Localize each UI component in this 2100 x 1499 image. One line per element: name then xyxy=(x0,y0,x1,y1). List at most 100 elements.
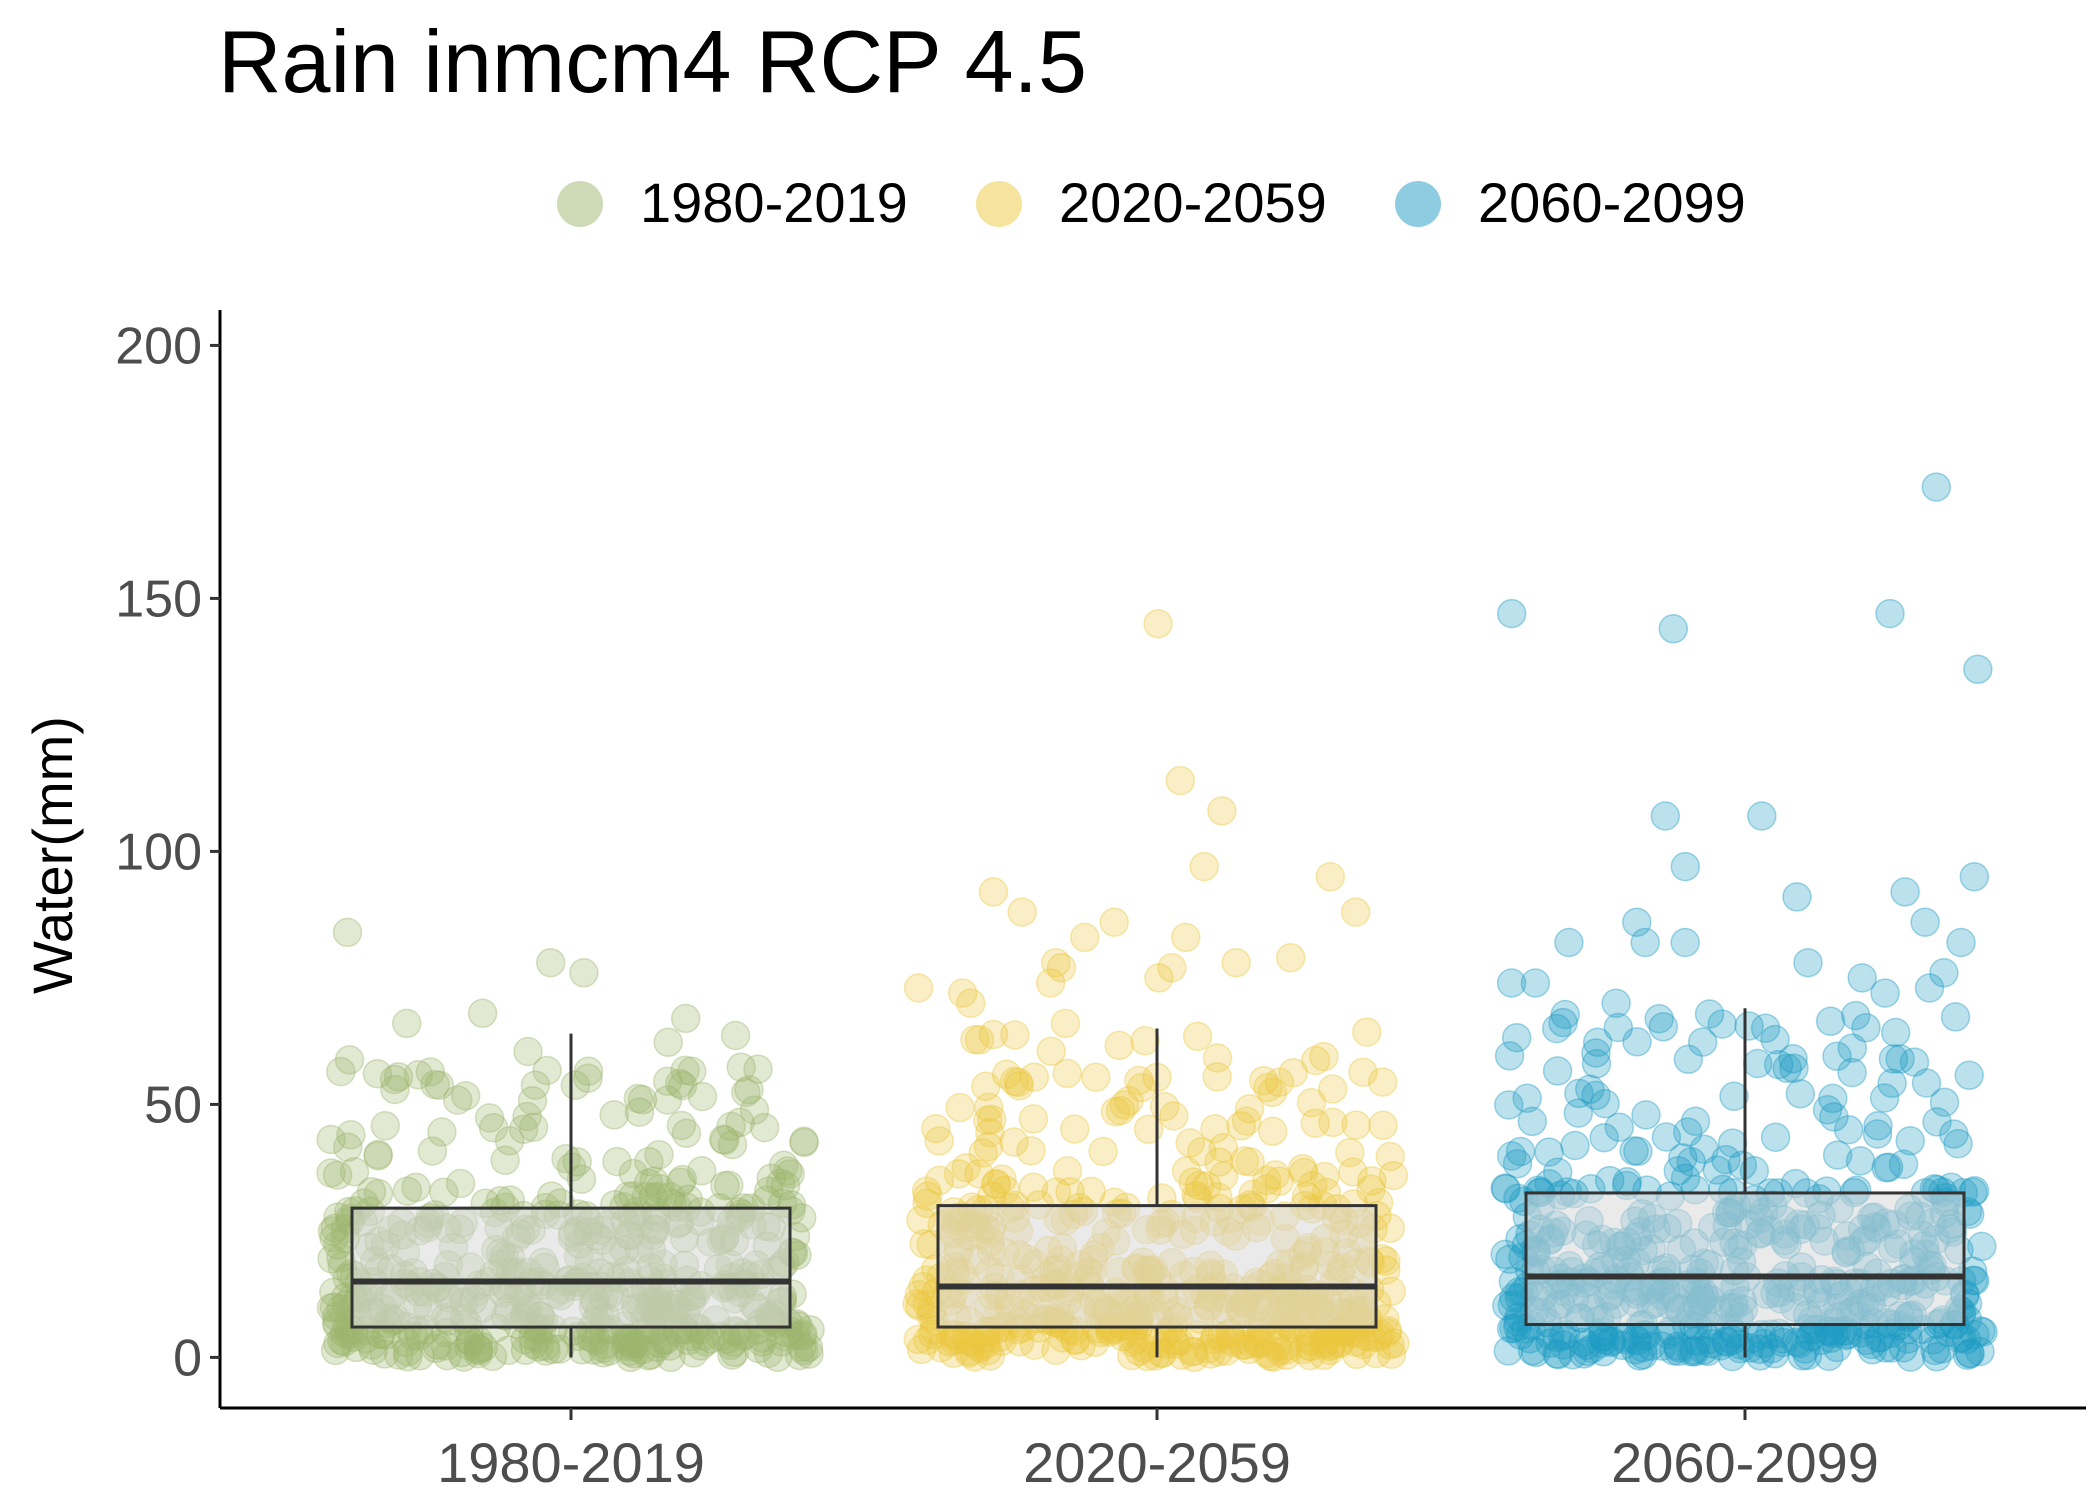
data-point xyxy=(1378,1160,1409,1191)
data-point xyxy=(370,1111,401,1141)
data-point xyxy=(968,1138,998,1168)
data-point xyxy=(903,973,934,1003)
data-point xyxy=(1124,1336,1155,1367)
data-point xyxy=(1100,1096,1131,1127)
data-point xyxy=(357,1330,387,1360)
data-point xyxy=(523,1332,554,1362)
data-point xyxy=(1166,1340,1197,1371)
data-point xyxy=(1681,1326,1712,1356)
data-point xyxy=(1367,1067,1398,1097)
data-point xyxy=(1837,1033,1868,1063)
data-point xyxy=(978,1019,1009,1050)
data-point xyxy=(716,1111,746,1142)
data-point xyxy=(319,1277,349,1308)
data-point xyxy=(1873,1152,1904,1183)
data-point xyxy=(602,1146,632,1177)
data-point xyxy=(518,1112,549,1143)
data-point xyxy=(954,1338,984,1368)
data-point xyxy=(518,1329,549,1360)
chart-title: Rain inmcm4 RCP 4.5 xyxy=(218,12,1087,111)
data-point xyxy=(999,1127,1029,1157)
data-point xyxy=(494,1126,525,1156)
data-point xyxy=(1782,882,1812,912)
data-point xyxy=(446,1337,477,1368)
data-point xyxy=(392,1336,423,1367)
data-point xyxy=(1272,1331,1303,1361)
data-point xyxy=(1920,1335,1950,1366)
data-point xyxy=(1818,1083,1848,1114)
x-tick-label: 1980-2019 xyxy=(437,1431,705,1494)
data-point xyxy=(1246,1329,1277,1359)
data-point xyxy=(627,1085,658,1115)
data-point xyxy=(1663,1336,1694,1367)
data-point xyxy=(1348,1057,1378,1087)
data-point xyxy=(1542,1157,1573,1187)
data-point xyxy=(1052,1058,1082,1089)
data-point xyxy=(1856,1329,1887,1360)
data-point xyxy=(463,1334,494,1364)
data-point xyxy=(1628,1332,1658,1363)
data-point xyxy=(775,1159,805,1189)
data-point xyxy=(1041,947,1071,978)
data-point xyxy=(971,1071,1001,1102)
data-point xyxy=(911,1176,942,1206)
data-point xyxy=(906,1205,936,1235)
data-point xyxy=(1132,1341,1163,1372)
data-point xyxy=(422,1330,453,1360)
data-point xyxy=(1226,1111,1256,1141)
data-point xyxy=(545,1334,575,1364)
data-point xyxy=(453,1330,484,1361)
data-point xyxy=(1624,1341,1655,1371)
data-point xyxy=(1878,1044,1909,1074)
data-point xyxy=(970,1329,1001,1360)
data-point xyxy=(332,917,363,948)
data-point xyxy=(794,1339,824,1369)
data-point xyxy=(1165,765,1196,796)
data-point xyxy=(1735,1333,1765,1363)
data-point xyxy=(1870,978,1900,1008)
data-point xyxy=(403,1060,434,1090)
data-point xyxy=(1203,1337,1234,1367)
data-point xyxy=(329,1327,360,1357)
data-point xyxy=(1324,1328,1355,1359)
data-point xyxy=(960,1024,990,1055)
data-point xyxy=(1493,1336,1524,1366)
data-point xyxy=(645,1174,675,1204)
data-point xyxy=(1927,1334,1957,1364)
data-point xyxy=(1862,1119,1893,1149)
data-point xyxy=(731,1077,761,1108)
data-point xyxy=(945,1092,975,1123)
box xyxy=(350,1206,792,1329)
data-point xyxy=(793,1332,824,1363)
data-point xyxy=(1676,1337,1707,1367)
data-point xyxy=(1785,1079,1816,1109)
data-point xyxy=(478,1112,509,1143)
data-point xyxy=(787,1332,817,1362)
data-point xyxy=(326,1056,356,1087)
data-point xyxy=(1200,1113,1230,1144)
legend-key-3 xyxy=(1395,181,1441,227)
data-point xyxy=(508,1114,539,1144)
data-point xyxy=(1857,1335,1888,1365)
data-point xyxy=(1105,1095,1136,1126)
data-point xyxy=(1768,1327,1798,1358)
data-point xyxy=(1003,1067,1034,1098)
data-point xyxy=(1568,1327,1598,1358)
data-point xyxy=(512,1101,542,1132)
data-point xyxy=(599,1100,629,1130)
data-point xyxy=(1711,1144,1741,1175)
data-point xyxy=(1588,1337,1619,1367)
data-point xyxy=(1195,1339,1226,1369)
data-point xyxy=(1356,1174,1386,1204)
data-point xyxy=(653,1027,683,1058)
data-point xyxy=(1018,1104,1049,1134)
data-point xyxy=(627,1335,658,1365)
data-point xyxy=(1496,598,1527,629)
data-point xyxy=(1689,1134,1719,1164)
data-point xyxy=(1055,1176,1085,1207)
data-point xyxy=(644,1139,674,1170)
data-point xyxy=(1663,1155,1694,1186)
data-point xyxy=(322,1160,353,1190)
data-point xyxy=(1016,1136,1046,1166)
data-point xyxy=(1650,801,1681,831)
